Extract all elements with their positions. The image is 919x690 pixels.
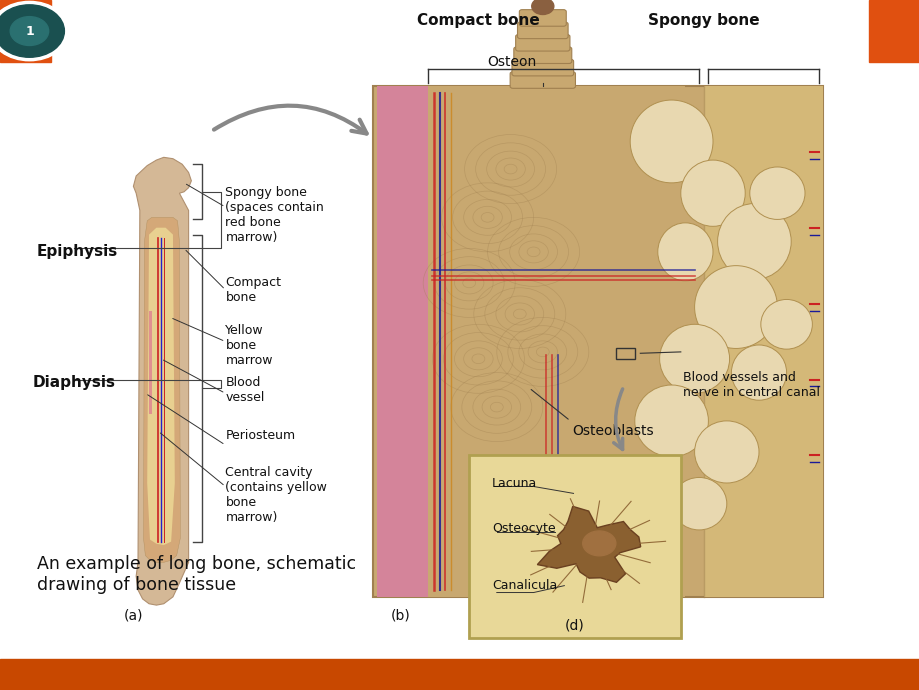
Text: Blood
vessel: Blood vessel <box>225 376 265 404</box>
Bar <box>616 348 634 359</box>
Text: Yellow
bone
marrow: Yellow bone marrow <box>225 324 273 367</box>
Ellipse shape <box>760 299 811 349</box>
FancyBboxPatch shape <box>511 59 573 76</box>
Text: (b): (b) <box>390 609 410 622</box>
Text: Spongy bone: Spongy bone <box>647 12 759 28</box>
Ellipse shape <box>680 160 744 226</box>
Text: Canalicula: Canalicula <box>492 579 557 592</box>
FancyBboxPatch shape <box>516 22 568 39</box>
Circle shape <box>10 17 49 46</box>
Polygon shape <box>537 506 640 582</box>
Polygon shape <box>133 157 191 605</box>
Text: Spongy bone
(spaces contain
red bone
marrow): Spongy bone (spaces contain red bone mar… <box>225 186 323 244</box>
FancyBboxPatch shape <box>513 47 571 63</box>
FancyBboxPatch shape <box>469 455 680 638</box>
FancyBboxPatch shape <box>516 34 570 51</box>
Polygon shape <box>143 217 180 562</box>
Text: Periosteum: Periosteum <box>225 429 295 442</box>
FancyBboxPatch shape <box>509 72 575 88</box>
Text: Diaphysis: Diaphysis <box>32 375 115 391</box>
Bar <box>868 0 919 62</box>
Text: (d): (d) <box>564 619 584 633</box>
Ellipse shape <box>694 421 758 483</box>
Polygon shape <box>149 310 152 414</box>
Ellipse shape <box>634 385 708 457</box>
Ellipse shape <box>659 324 729 393</box>
Circle shape <box>531 0 553 14</box>
Text: Central cavity
(contains yellow
bone
marrow): Central cavity (contains yellow bone mar… <box>225 466 327 524</box>
Ellipse shape <box>657 223 712 281</box>
Text: Epiphysis: Epiphysis <box>37 244 118 259</box>
Polygon shape <box>147 228 175 545</box>
Text: Osteoblasts: Osteoblasts <box>572 424 653 438</box>
Text: (a): (a) <box>123 609 143 622</box>
Ellipse shape <box>630 100 712 183</box>
Bar <box>703 86 823 597</box>
FancyBboxPatch shape <box>372 86 823 597</box>
Ellipse shape <box>694 266 777 348</box>
Ellipse shape <box>749 167 804 219</box>
Circle shape <box>582 531 615 556</box>
Ellipse shape <box>671 477 726 530</box>
Bar <box>427 86 685 597</box>
Ellipse shape <box>731 345 786 400</box>
Text: 1: 1 <box>25 25 34 37</box>
Ellipse shape <box>717 204 790 279</box>
Bar <box>0 0 51 62</box>
Text: Osteon: Osteon <box>486 55 536 69</box>
Text: Lacuna: Lacuna <box>492 477 537 489</box>
FancyBboxPatch shape <box>518 10 566 26</box>
Circle shape <box>0 1 69 61</box>
Text: An example of long bone, schematic
drawing of bone tissue: An example of long bone, schematic drawi… <box>37 555 356 594</box>
Text: Compact bone: Compact bone <box>416 12 539 28</box>
Text: Compact
bone: Compact bone <box>225 276 281 304</box>
Text: Osteocyte: Osteocyte <box>492 522 555 535</box>
Bar <box>377 86 427 597</box>
Circle shape <box>0 5 64 57</box>
Text: Blood vessels and
nerve in central canal: Blood vessels and nerve in central canal <box>682 371 819 400</box>
Bar <box>0 659 919 690</box>
